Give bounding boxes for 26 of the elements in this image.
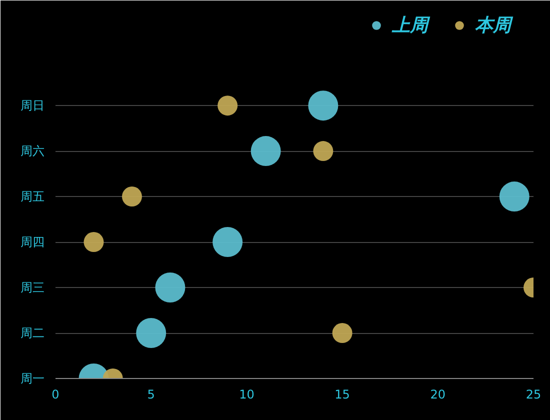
y-tick-label: 周五 [20,190,44,204]
point [313,141,334,162]
point [218,96,238,116]
point [155,272,186,302]
y-tick-label: 周一 [20,372,44,386]
legend-label: 本周 [475,14,514,37]
x-tick-label: 25 [526,388,542,402]
point [308,90,338,121]
x-tick-label: 20 [430,388,446,402]
y-tick-label: 周六 [20,144,44,158]
x-tick-label: 15 [334,388,350,402]
point [122,186,142,207]
x-tick-label: 5 [147,388,155,402]
point [332,323,352,343]
point [499,182,530,212]
x-tick-label: 10 [239,388,254,402]
point [136,318,166,348]
x-tick-label: 0 [52,388,60,402]
y-tick-label: 周四 [20,235,44,250]
point [84,232,104,252]
y-tick-label: 周三 [20,280,44,295]
legend-label: 上周 [392,14,432,37]
y-tick-label: 周二 [20,326,44,340]
point [212,227,243,258]
point [250,136,281,166]
y-tick-label: 周日 [20,98,44,113]
